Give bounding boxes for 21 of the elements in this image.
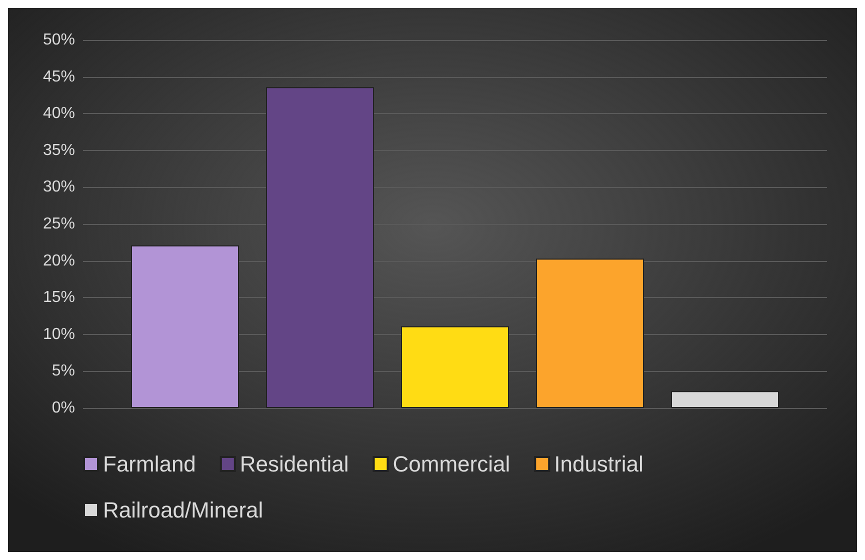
legend-label: Industrial	[554, 452, 644, 476]
y-tick-label: 0%	[52, 400, 75, 416]
y-tick-label: 45%	[42, 68, 75, 86]
bar	[401, 326, 509, 408]
y-tick-label: 35%	[42, 142, 75, 159]
y-tick-label: 10%	[42, 326, 75, 343]
y-tick-label: 20%	[42, 252, 75, 270]
bar	[131, 245, 239, 408]
bar	[536, 258, 644, 408]
y-tick-label: 50%	[42, 32, 75, 48]
bar	[266, 87, 374, 408]
y-tick-label: 30%	[42, 178, 75, 196]
y-tick-label: 15%	[42, 289, 75, 306]
y-tick-label: 25%	[42, 216, 75, 232]
legend-label: Residential	[240, 452, 349, 476]
legend-label: Railroad/Mineral	[103, 498, 264, 522]
y-tick-label: 5%	[52, 362, 75, 380]
legend-label: Farmland	[103, 452, 196, 476]
y-tick-label: 40%	[42, 105, 75, 122]
legend-label: Commercial	[392, 452, 510, 476]
bar	[671, 391, 779, 408]
